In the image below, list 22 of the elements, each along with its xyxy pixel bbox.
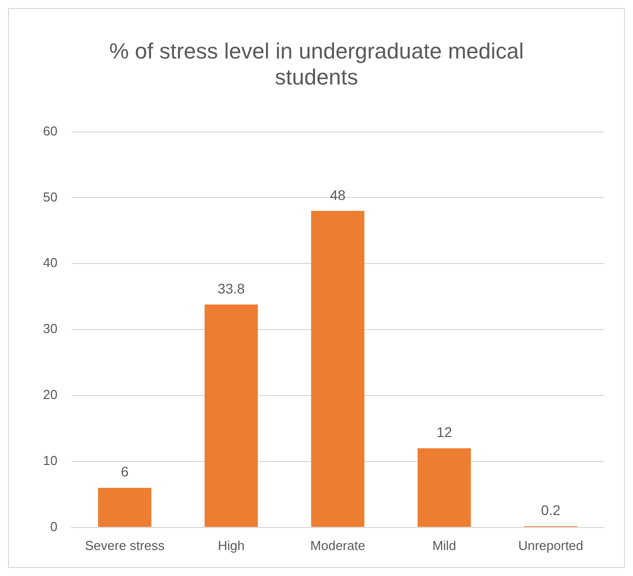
- y-tick-label: 30: [42, 321, 58, 336]
- data-label: 48: [330, 186, 346, 203]
- y-tick-label: 60: [42, 123, 58, 138]
- data-label: 6: [120, 464, 129, 480]
- y-tick-label: 10: [42, 453, 58, 468]
- data-label: 12: [436, 424, 452, 440]
- data-label: 0.2: [541, 502, 561, 518]
- x-tick-label: Severe stress: [84, 538, 165, 553]
- data-label: 33.8: [218, 280, 246, 296]
- bar: [418, 448, 471, 527]
- y-tick-label: 50: [42, 189, 58, 204]
- x-tick-label: Unreported: [518, 538, 584, 553]
- bar: [98, 488, 152, 527]
- x-tick-label: Moderate: [310, 538, 366, 553]
- y-tick-label: 40: [42, 255, 58, 270]
- y-tick-label: 0: [50, 518, 58, 534]
- y-tick-label: 20: [42, 387, 58, 402]
- x-tick-label: Mild: [432, 538, 456, 553]
- bar: [204, 304, 258, 527]
- bar: [311, 210, 364, 527]
- x-tick-label: High: [218, 538, 245, 553]
- chart-title: % of stress level in undergraduate medical students: [109, 38, 524, 90]
